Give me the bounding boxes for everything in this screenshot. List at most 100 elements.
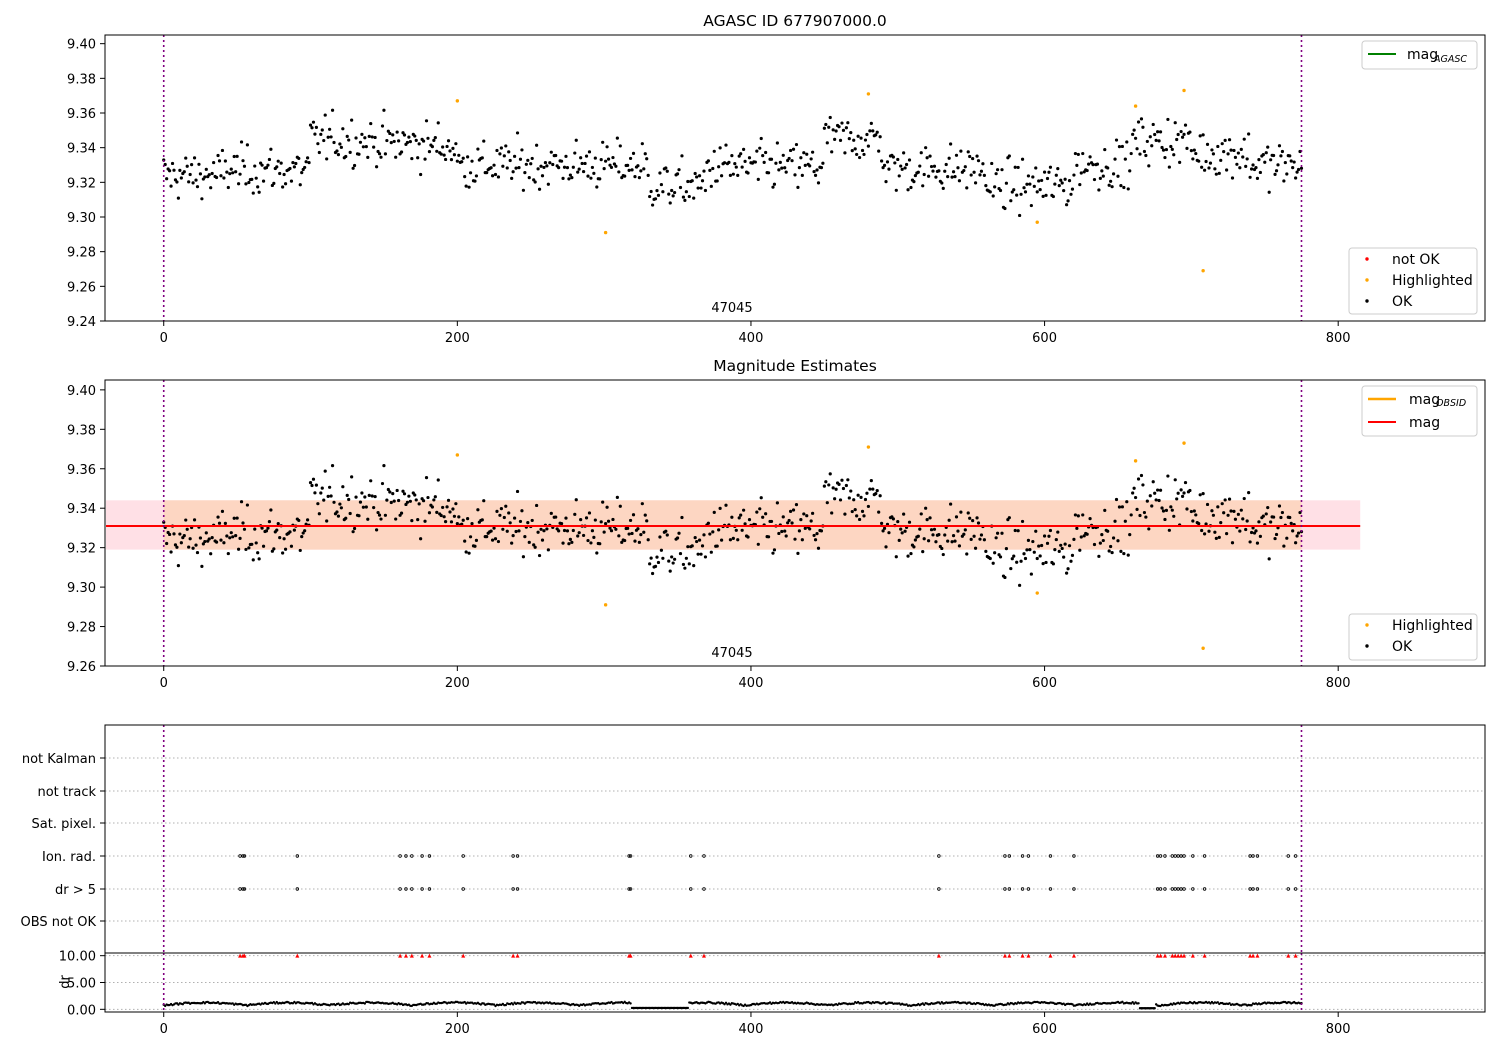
ok-point [1258, 170, 1262, 175]
ok-point [1183, 123, 1188, 127]
ok-point [382, 464, 386, 468]
ok-point [1248, 175, 1252, 179]
ok-point [1200, 165, 1204, 169]
flag-point [515, 854, 520, 858]
dr-point [723, 1002, 726, 1006]
ok-point [809, 157, 813, 161]
ok-point [991, 194, 995, 198]
ok-point [220, 148, 225, 153]
ok-point [1076, 514, 1080, 518]
ok-point [1154, 498, 1158, 502]
flag-point [1163, 887, 1167, 891]
ok-point [389, 500, 393, 505]
ok-point [609, 165, 614, 170]
ok-point [1144, 515, 1148, 519]
dr-flag-marker [628, 953, 633, 958]
ok-point [335, 149, 339, 153]
ok-point [1289, 521, 1293, 525]
ok-point [165, 177, 169, 181]
y-tick-label: 9.26 [67, 280, 96, 295]
ok-point [658, 535, 662, 539]
ok-point [1280, 149, 1285, 154]
ok-point [916, 534, 920, 538]
ok-point [388, 490, 392, 494]
flag-point [1202, 887, 1207, 891]
flag-point [1048, 887, 1053, 891]
ok-point [830, 511, 834, 515]
ok-point [430, 145, 434, 149]
ok-point [225, 170, 229, 174]
ok-point [307, 160, 311, 165]
ok-point [896, 520, 900, 524]
ok-point [298, 548, 302, 553]
ok-point [317, 512, 321, 516]
ok-point [1088, 155, 1092, 159]
ok-point [423, 519, 427, 523]
ok-point [1085, 532, 1089, 536]
ok-point [1194, 151, 1198, 156]
ok-point [1073, 513, 1078, 517]
ok-point [288, 166, 292, 171]
panel1-points [162, 88, 1304, 273]
ok-point [628, 156, 633, 161]
ok-point [1229, 509, 1233, 513]
ok-point [880, 521, 884, 525]
flag-point [937, 854, 941, 858]
ok-point [717, 165, 721, 169]
ok-point [913, 538, 917, 542]
ok-point [1167, 528, 1171, 532]
ok-point [956, 529, 960, 533]
ok-point [467, 551, 471, 555]
ok-point [336, 514, 341, 518]
ok-point [502, 154, 506, 158]
dr-point [939, 1002, 942, 1005]
ok-point [819, 166, 824, 170]
flag-point [1158, 854, 1163, 858]
legend2-ok-marker [1365, 644, 1369, 648]
ok-point [1170, 508, 1174, 512]
ok-point [833, 137, 837, 141]
ok-point [235, 154, 239, 158]
ok-point [813, 538, 818, 542]
ok-point [959, 149, 963, 153]
ok-point [167, 532, 172, 537]
ok-point [791, 508, 796, 512]
highlighted-point [1035, 220, 1039, 224]
ok-point [1123, 157, 1127, 161]
ok-point [1217, 171, 1221, 175]
ok-point [574, 498, 578, 502]
ok-point [706, 159, 710, 163]
ok-point [457, 153, 461, 157]
ok-point [485, 535, 489, 539]
ok-point [697, 174, 702, 178]
ok-point [1264, 512, 1268, 516]
ok-point [179, 541, 183, 545]
dr-point [492, 1003, 496, 1006]
ok-point [325, 519, 329, 523]
ok-point [308, 480, 313, 485]
ok-point [859, 136, 863, 140]
ok-point [932, 164, 937, 168]
ok-point [549, 511, 553, 515]
ok-point [655, 189, 659, 193]
ok-point [831, 128, 835, 132]
ok-point [737, 154, 741, 158]
flag-point [241, 854, 245, 858]
ok-point [573, 151, 577, 155]
ok-point [1271, 153, 1276, 158]
ok-point [325, 157, 329, 161]
ok-point [380, 124, 385, 128]
flag-point [515, 887, 520, 891]
ok-point [995, 168, 1000, 172]
ok-point [448, 149, 452, 153]
ok-point [579, 156, 583, 160]
flag-point [241, 887, 245, 891]
ok-point [1073, 151, 1078, 156]
dr-flag-marker [409, 953, 414, 958]
ok-point [931, 533, 935, 537]
ok-point [210, 535, 214, 540]
ok-point [391, 133, 395, 137]
ok-point [495, 509, 499, 513]
ok-point [1222, 150, 1226, 154]
ok-point [925, 518, 929, 522]
